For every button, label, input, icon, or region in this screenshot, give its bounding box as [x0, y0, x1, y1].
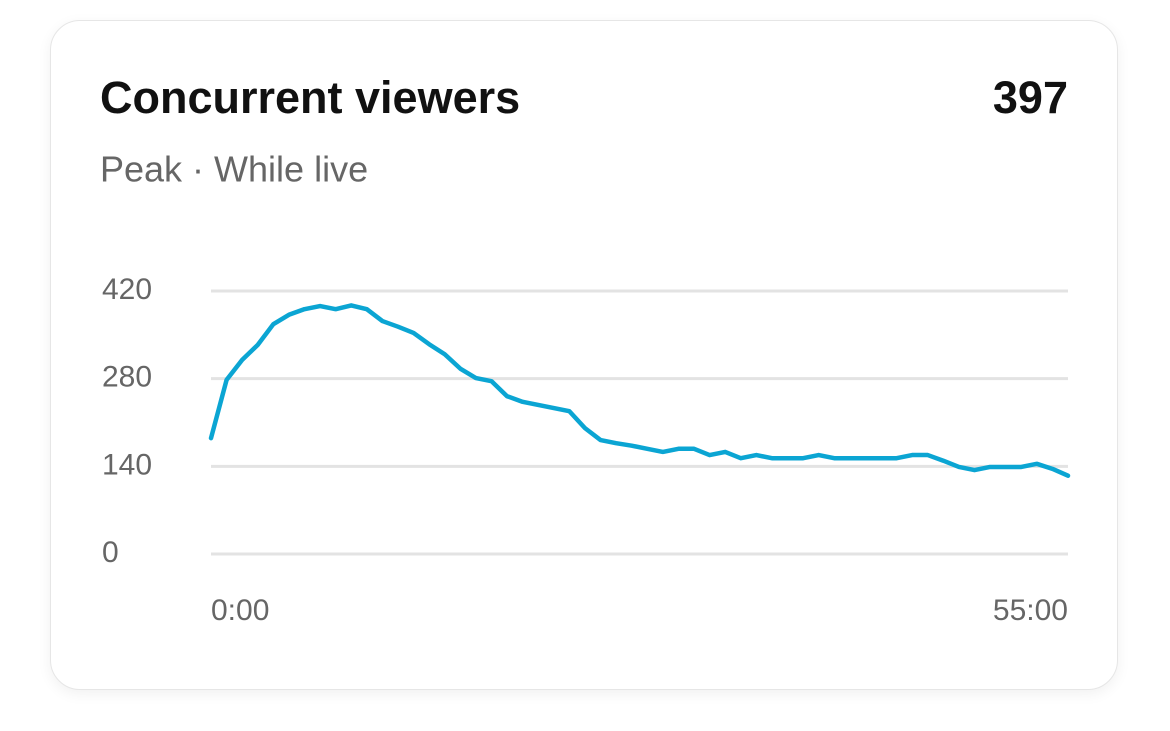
chart-title: Concurrent viewers: [100, 72, 520, 123]
x-tick-label: 55:00: [993, 594, 1068, 627]
y-tick-label: 0: [102, 536, 119, 569]
y-tick-label: 280: [102, 361, 152, 394]
y-tick-label: 420: [102, 273, 152, 306]
y-tick-label: 140: [102, 448, 152, 481]
card: [50, 20, 1118, 690]
peak-value: 397: [993, 72, 1068, 123]
x-tick-label: 0:00: [211, 594, 269, 627]
series-line: [208, 303, 1071, 478]
chart-subtitle: Peak · While live: [100, 149, 368, 190]
